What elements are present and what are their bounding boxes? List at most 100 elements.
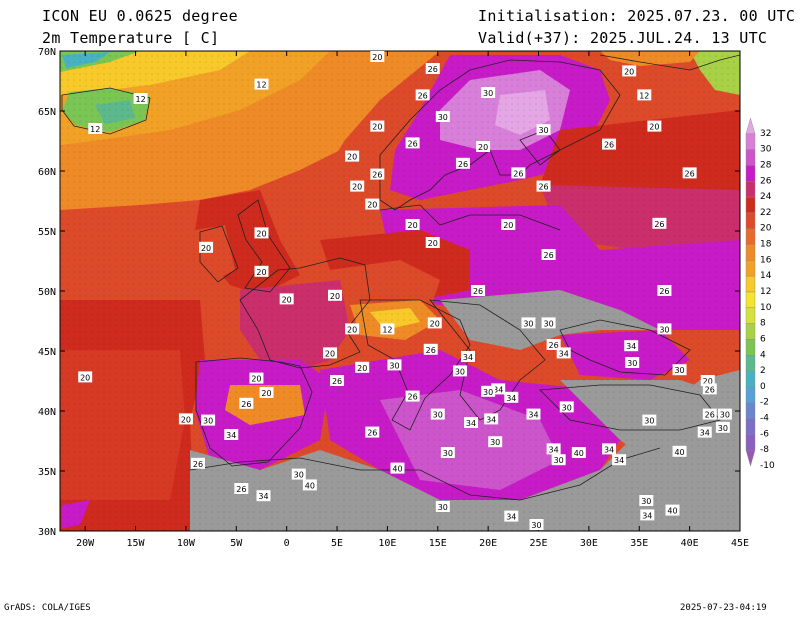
contour-label-text: 26 <box>418 91 428 100</box>
contour-label: 26 <box>330 375 345 386</box>
contour-label-text: 26 <box>241 400 251 409</box>
contour-label-box <box>234 483 249 494</box>
colorbar-label: 0 <box>760 382 766 392</box>
lon-tick-label: 30E <box>580 538 598 549</box>
contour-label-box <box>476 141 491 152</box>
contour-label: 30 <box>639 495 654 506</box>
contour-label: 26 <box>511 167 526 179</box>
contour-label-box <box>435 111 450 122</box>
contour-label: 34 <box>526 408 541 420</box>
contour-label: 12 <box>88 123 103 134</box>
contour-label-text: 30 <box>531 521 541 530</box>
contour-label: 40 <box>302 479 317 491</box>
contour-label-text: 30 <box>644 417 654 426</box>
colorbar-swatch <box>745 244 756 261</box>
contour-label-box <box>488 436 503 448</box>
colorbar-swatch <box>745 323 756 340</box>
contour-label-text: 34 <box>226 431 236 440</box>
contour-label-box <box>464 417 479 428</box>
contour-label-text: 20 <box>503 221 513 230</box>
contour-label: 26 <box>425 63 440 74</box>
contour-label-box <box>541 317 556 329</box>
contour-label-text: 20 <box>256 268 266 277</box>
contour-label-text: 20 <box>478 143 488 152</box>
contour-label-box <box>546 339 561 350</box>
colorbar-label: 24 <box>760 192 772 202</box>
contour-label-box <box>405 137 420 149</box>
contour-label-text: 20 <box>367 201 377 210</box>
colorbar-label: 22 <box>760 208 771 218</box>
contour-label-box <box>380 323 395 335</box>
contour-label-box <box>481 385 496 397</box>
contour-label-box <box>484 413 499 425</box>
contour-label-box <box>672 445 687 457</box>
contour-label-text: 30 <box>203 417 213 426</box>
contour-label-text: 40 <box>574 449 584 458</box>
contour-label-box <box>717 408 732 420</box>
contour-label-box <box>390 462 405 474</box>
contour-label-text: 20 <box>325 349 335 358</box>
contour-label-text: 40 <box>305 481 315 490</box>
contour-label: 26 <box>682 167 697 179</box>
colorbar-label: 28 <box>760 160 772 170</box>
contour-label: 20 <box>259 387 274 398</box>
contour-label-text: 40 <box>674 448 684 457</box>
contour-label-box <box>657 285 672 296</box>
contour-label-text: 12 <box>639 91 649 100</box>
lat-tick-label: 55N <box>38 227 56 238</box>
contour-label-box <box>657 323 672 335</box>
contour-label-box <box>254 78 269 90</box>
contour-label-box <box>435 501 450 512</box>
contour-label: 30 <box>559 401 574 413</box>
contour-label: 34 <box>697 426 712 438</box>
contour-label: 20 <box>279 293 294 305</box>
contour-label-text: 26 <box>513 169 523 178</box>
contour-label-text: 30 <box>490 438 500 447</box>
contour-label-text: 26 <box>543 251 553 260</box>
contour-label: 20 <box>647 120 662 132</box>
contour-label-box <box>423 343 438 355</box>
contour-label-box <box>199 241 214 253</box>
contour-label: 26 <box>405 390 420 402</box>
contour-label: 30 <box>536 124 551 136</box>
colorbar-swatch <box>745 275 756 293</box>
contour-label: 34 <box>546 443 561 455</box>
colorbar-label: 20 <box>760 224 772 234</box>
lon-tick-label: 5W <box>230 538 243 549</box>
contour-label-text: 20 <box>352 183 362 192</box>
colorbar-label: 32 <box>760 129 771 139</box>
contour-label-box <box>640 509 655 521</box>
contour-label-box <box>249 372 264 384</box>
contour-label-box <box>715 421 730 433</box>
lat-tick-label: 65N <box>38 107 56 118</box>
colorbar-swatch <box>745 418 756 435</box>
contour-label-text: 20 <box>624 67 634 76</box>
contour-label-text: 26 <box>407 139 417 148</box>
contour-label: 34 <box>461 351 475 362</box>
contour-label-box <box>521 317 536 329</box>
contour-label-text: 26 <box>604 141 614 150</box>
contour-label: 20 <box>622 65 637 77</box>
contour-label: 20 <box>254 227 269 239</box>
contour-label-text: 20 <box>330 292 340 301</box>
contour-label: 30 <box>387 359 402 371</box>
colorbar-label: -4 <box>760 414 769 424</box>
model-title: ICON EU 0.0625 degree <box>42 7 238 25</box>
colorbar-swatch <box>745 165 756 182</box>
contour-label: 26 <box>471 285 486 296</box>
contour-label: 20 <box>350 180 365 192</box>
contour-label: 30 <box>715 421 730 433</box>
contour-label-box <box>191 457 206 469</box>
colorbar-label: 26 <box>760 176 772 186</box>
colorbar-swatch <box>745 386 756 403</box>
contour-label: 30 <box>541 317 556 329</box>
contour-label-text: 30 <box>438 503 448 512</box>
contour-label: 34 <box>256 490 271 502</box>
colorbar-swatch <box>745 307 756 324</box>
contour-label: 34 <box>464 417 479 428</box>
contour-label-box <box>370 120 385 132</box>
contour-label: 30 <box>551 454 566 466</box>
contour-label: 12 <box>380 323 395 335</box>
